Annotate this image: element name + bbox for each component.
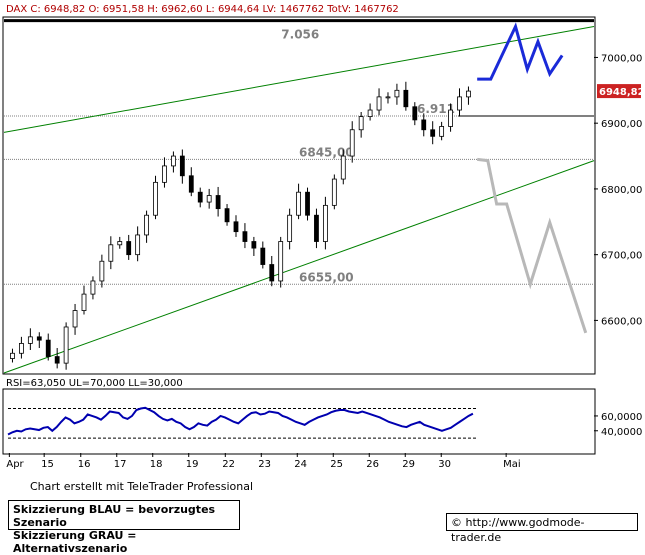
x-axis: Apr 15 16 17 18 19 22 23 24 25 26 29 30 Mai [6,453,521,470]
candle-body [269,264,275,282]
candle-body [322,204,328,242]
x-tick-label: 30 [438,459,451,470]
candle-body [439,126,445,137]
candle-body [36,336,42,341]
candle-body [457,96,462,111]
candle-body [126,241,132,256]
x-tick-label: Mai [503,459,521,470]
candle-body [448,109,453,127]
candle-body [45,339,51,357]
x-tick-label: 16 [78,459,91,470]
candle-body [233,221,239,233]
candle-body [179,155,185,177]
candle-body [340,155,346,180]
x-tick-label: 22 [222,459,235,470]
svg-text:6948,82: 6948,82 [599,87,645,98]
candle-body [162,165,167,183]
candle-body [63,326,69,364]
candle-body [27,336,33,344]
level-label: 7.056 [281,28,319,42]
candle-body [153,181,158,216]
x-tick-label: 25 [330,459,343,470]
candle-body [188,175,194,193]
upper-trendline [3,26,595,133]
candle-body [349,129,355,157]
x-tick-label: 23 [258,459,271,470]
candle-body [305,191,310,216]
candle-body [331,178,337,206]
price-axis: 6600,00 6700,00 6800,00 6900,00 7000,00 [594,53,642,327]
price-tick-label: 6700,00 [601,251,642,262]
x-tick-label: 17 [114,459,127,470]
candle-body [99,260,105,282]
candle-body [144,214,149,236]
rsi-axis: 40,0000 60,0000 [594,412,642,438]
price-tick-label: 6600,00 [601,316,642,327]
price-layer: 7.056 6.911 6845,00 6655,00 [3,19,595,374]
rsi-header: RSI=63,050 UL=70,000 LL=30,000 [6,378,183,389]
x-tick-label: 19 [186,459,199,470]
legend-blue: Skizzierung BLAU = bevorzugtes Szenario [13,503,216,529]
candle-body [72,310,78,328]
candle-body [90,280,96,295]
candle-body [367,109,373,118]
candle-body [117,241,123,246]
candle-body [403,89,409,108]
candle-body [54,356,60,364]
candle-body [251,241,257,249]
x-tick-label: 18 [150,459,163,470]
candle-body [206,195,212,203]
candle-body [421,119,427,131]
price-tick-label: 7000,00 [601,53,642,64]
candle-body [224,208,230,223]
candle-body [376,96,382,111]
candle-body [108,244,114,262]
candle-body [466,90,471,98]
candle-body [287,214,293,242]
price-header: DAX C: 6948,82 O: 6951,58 H: 6962,60 L: … [6,4,399,15]
x-tick-label: 15 [41,459,54,470]
x-tick-label: Apr [6,459,24,470]
scenario-legend: Skizzierung BLAU = bevorzugtes Szenario … [8,500,240,555]
candle-body [278,241,284,282]
rsi-line [7,406,474,436]
rsi-layer [7,406,476,439]
scenario-blue-path [477,22,564,81]
level-label: 6845,00 [299,145,354,159]
legend-grey: Skizzierung GRAU = Alternativszenario [13,529,137,555]
level-label: 6.911 [417,102,455,116]
candle-body [215,195,221,210]
rsi-panel [2,388,596,455]
candle-body [296,191,301,216]
last-price-badge: 6948,82 [597,84,645,99]
candle-body [314,214,319,242]
candle-body [394,89,400,98]
level-label: 6655,00 [299,270,354,284]
candle-body [412,106,418,121]
candle-body [135,234,141,256]
scenario-grey-path [476,157,588,334]
source-link[interactable]: © http://www.godmode-trader.de [446,513,638,544]
x-tick-label: 24 [294,459,307,470]
candle-body [242,231,248,242]
candle-body [19,343,24,354]
candle-body [81,293,87,311]
candle-body [385,96,391,99]
rsi-tick-label: 60,0000 [601,412,642,423]
price-tick-label: 6800,00 [601,185,642,196]
candle-body [10,352,15,359]
candle-body [430,129,436,137]
x-tick-label: 29 [402,459,415,470]
candle-body [358,116,364,131]
chart-credit: Chart erstellt mit TeleTrader Profession… [30,480,254,493]
price-tick-label: 6900,00 [601,119,642,130]
candle-body [197,191,203,203]
candle-body [171,155,176,167]
x-tick-label: 26 [366,459,379,470]
candle-body [260,247,266,265]
rsi-tick-label: 40,0000 [601,427,642,438]
